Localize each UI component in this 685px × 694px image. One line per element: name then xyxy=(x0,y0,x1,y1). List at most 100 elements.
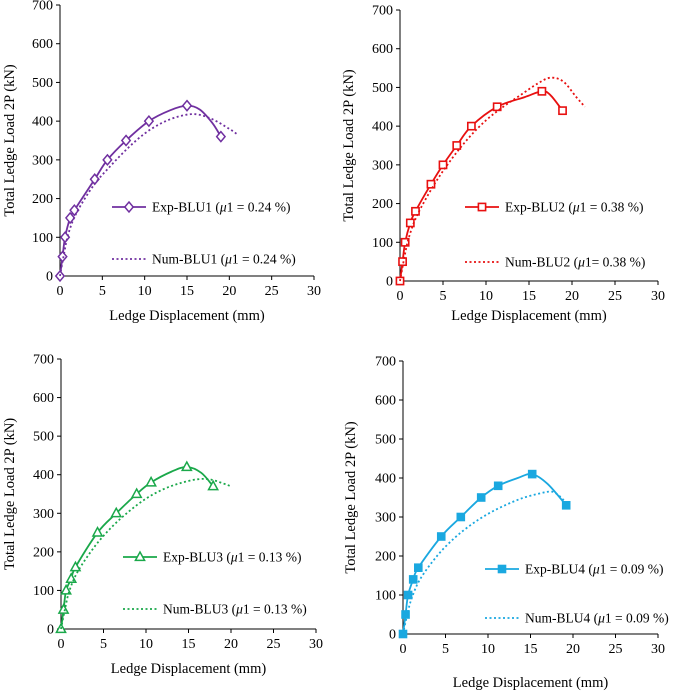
data-point xyxy=(181,99,193,112)
numerical-curve xyxy=(60,477,232,630)
y-tick-label: 600 xyxy=(372,42,393,57)
x-tick-label: 15 xyxy=(522,289,536,304)
y-tick-label: 600 xyxy=(32,37,53,52)
chart-grid: 0 100 200 300 400 500 600 700 0 5 10 15 20 25 30 Ledge … xyxy=(2,0,669,691)
data-point xyxy=(405,218,415,228)
data-point xyxy=(401,610,410,619)
series-num-blu3 xyxy=(60,477,232,630)
legend-label-text: Num-BLU4 ( xyxy=(525,611,599,626)
legend-label: Num-BLU2 (μ1= 0.38 %) xyxy=(505,255,645,270)
data-point xyxy=(411,206,420,216)
data-point xyxy=(120,134,132,147)
y-tick-label: 400 xyxy=(33,468,54,483)
x-tick-label: 15 xyxy=(524,642,538,657)
y-tick-label: 300 xyxy=(372,158,393,173)
y-tick-label: 200 xyxy=(372,197,393,212)
x-tick-label: 5 xyxy=(442,642,449,657)
legend-label: Exp-BLU2 (μ1 = 0.38 %) xyxy=(505,200,644,215)
data-point xyxy=(398,257,407,267)
y-tick-label: 200 xyxy=(33,545,54,560)
y-tick-label: 0 xyxy=(47,623,54,638)
x-tick-label: 5 xyxy=(440,289,447,304)
numerical-curve xyxy=(402,490,567,635)
x-tick-label: 20 xyxy=(224,637,238,652)
data-point xyxy=(403,590,413,600)
data-point xyxy=(69,560,82,572)
x-tick-label: 25 xyxy=(608,289,622,304)
data-point xyxy=(65,572,78,584)
legend-label: Exp-BLU3 (μ1 = 0.13 %) xyxy=(163,550,302,565)
legend-entry-num-blu1: Num-BLU1 (μ1 = 0.24 %) xyxy=(112,252,296,267)
chart-blu1: 0 100 200 300 400 500 600 700 0 5 10 15 20 25 30 Ledge … xyxy=(2,0,321,324)
legend-entry-num-blu2: Num-BLU2 (μ1= 0.38 %) xyxy=(465,255,645,270)
x-tick-label: 25 xyxy=(267,637,281,652)
data-point xyxy=(537,86,547,96)
data-point xyxy=(527,469,537,479)
y-tick-label: 200 xyxy=(375,550,396,565)
legend-entry-exp-blu1: Exp-BLU1 (μ1 = 0.24 %) xyxy=(112,200,291,215)
data-point xyxy=(561,501,571,510)
x-tick-label: 15 xyxy=(180,284,194,299)
legend-ratio-text: 1 = 0.24 %) xyxy=(227,200,291,215)
experimental-curve xyxy=(399,90,564,282)
legend-mu-symbol: μ xyxy=(597,611,605,626)
x-tick-label: 30 xyxy=(307,284,321,299)
y-tick-label: 300 xyxy=(33,507,54,522)
x-tick-label: 25 xyxy=(609,642,623,657)
y-tick-label: 0 xyxy=(386,275,393,290)
y-tick-label: 700 xyxy=(375,355,396,370)
x-tick-label: 10 xyxy=(481,642,495,657)
y-tick-label: 500 xyxy=(32,76,53,91)
data-point xyxy=(102,153,113,167)
legend-ratio-text: 1 = 0.24 %) xyxy=(232,252,296,267)
x-axis-label: Ledge Displacement (mm) xyxy=(451,308,607,324)
chart-blu3: 0 100 200 300 400 500 600 700 0 5 10 15 20 25 30 Ledge … xyxy=(2,353,323,678)
y-axis-label: Total Ledge Load 2P (kN) xyxy=(2,64,18,216)
legend-mu-symbol: μ xyxy=(230,550,238,565)
y-tick-label: 400 xyxy=(32,115,53,130)
legend-label: Num-BLU3 (μ1 = 0.13 %) xyxy=(163,602,307,617)
x-tick-label: 30 xyxy=(651,642,665,657)
data-point xyxy=(143,114,155,128)
legend-entry-num-blu4: Num-BLU4 (μ1 = 0.09 %) xyxy=(485,611,669,626)
legend-marker xyxy=(477,202,487,212)
data-point xyxy=(207,479,220,491)
data-point xyxy=(492,102,502,112)
y-tick-label: 300 xyxy=(32,153,53,168)
data-point xyxy=(57,603,70,614)
y-tick-label: 500 xyxy=(375,433,396,448)
data-point xyxy=(59,231,71,244)
data-point xyxy=(215,130,227,143)
data-point xyxy=(408,575,418,584)
chart-blu4: 0 100 200 300 400 500 600 700 0 5 10 15 20 25 30 Ledge … xyxy=(343,355,669,692)
legend-label-text: Exp-BLU4 ( xyxy=(525,562,593,577)
y-tick-label: 600 xyxy=(33,391,54,406)
data-point xyxy=(493,481,503,491)
data-point xyxy=(400,237,410,247)
series-exp-blu2 xyxy=(395,86,567,286)
x-tick-label: 10 xyxy=(479,289,493,304)
data-point xyxy=(456,512,466,522)
legend-ratio-text: 1 = 0.09 %) xyxy=(600,562,664,577)
data-point xyxy=(130,487,143,499)
legend-entry-exp-blu2: Exp-BLU2 (μ1 = 0.38 %) xyxy=(465,200,644,215)
x-tick-label: 10 xyxy=(138,284,152,299)
legend-label: Exp-BLU4 (μ1 = 0.09 %) xyxy=(525,562,664,577)
x-tick-label: 30 xyxy=(309,637,323,652)
legend-mu-symbol: μ xyxy=(577,255,585,270)
y-tick-label: 300 xyxy=(375,511,396,526)
y-tick-label: 100 xyxy=(372,236,393,251)
legend-label: Exp-BLU1 (μ1 = 0.24 %) xyxy=(152,200,291,215)
legend-mu-symbol: μ xyxy=(592,562,600,577)
legend-mu-symbol: μ xyxy=(572,200,580,215)
data-point xyxy=(466,121,476,131)
series-num-blu1 xyxy=(59,113,239,277)
y-tick-label: 100 xyxy=(32,231,53,246)
legend-ratio-text: 1 = 0.13 %) xyxy=(243,602,307,617)
legend-label-text: Exp-BLU3 ( xyxy=(163,550,231,565)
data-point xyxy=(414,563,423,573)
data-point xyxy=(558,106,567,116)
x-tick-label: 5 xyxy=(99,284,106,299)
legend-ratio-text: 1 = 0.38 %) xyxy=(580,200,644,215)
data-point xyxy=(145,475,157,487)
